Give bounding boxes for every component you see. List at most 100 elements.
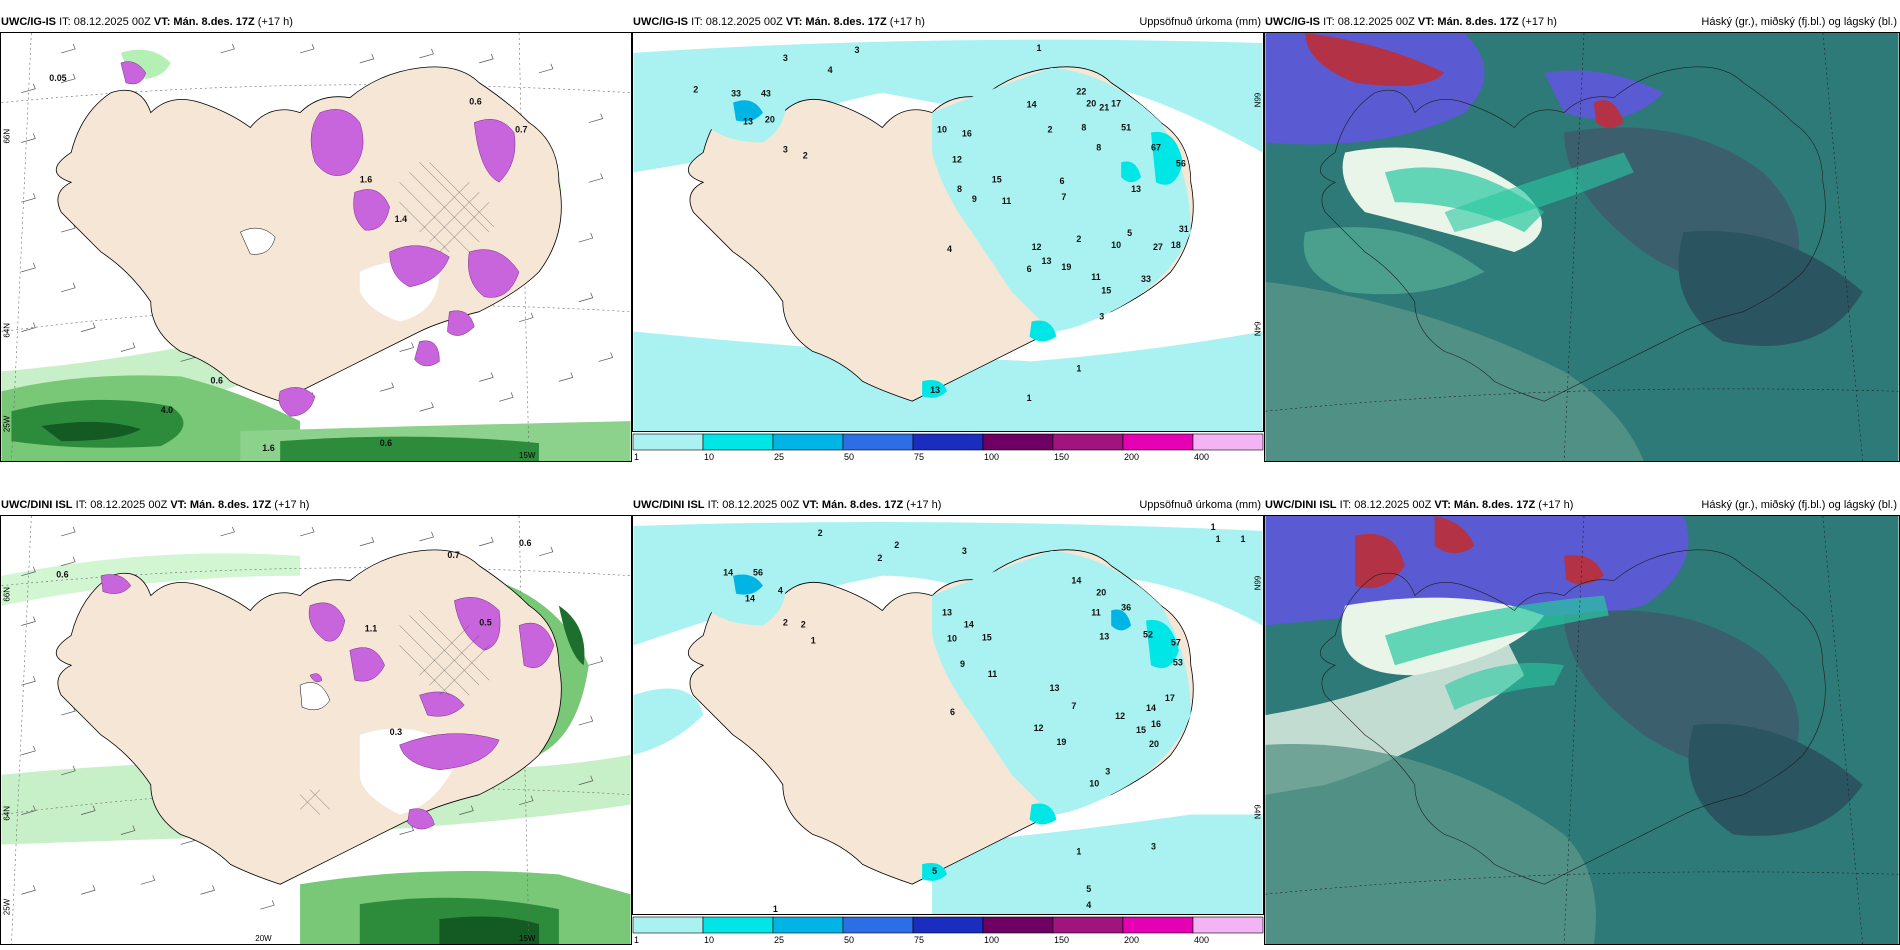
contour-label: 1.1	[365, 623, 377, 633]
panel-title-right: Háský (gr.), miðský (fj.bl.) og lágský (…	[1701, 16, 1897, 28]
colorbar-swatch	[982, 433, 1054, 451]
lon-label: 15W	[519, 934, 536, 943]
precip-value: 11	[988, 669, 997, 679]
precip-value: 11	[1002, 196, 1011, 206]
cloud-map	[1265, 33, 1899, 461]
precip-value: 20	[765, 115, 775, 125]
precip-value: 10	[937, 125, 947, 135]
precip-value: 53	[1173, 657, 1183, 667]
precip-value: 4	[947, 244, 952, 254]
colorbar-tick-label: 150	[1054, 935, 1069, 945]
precip-value: 7	[1071, 701, 1076, 711]
precip-value: 11	[1091, 608, 1100, 618]
precip-value: 4	[778, 586, 783, 596]
init-time: IT: 08.12.2025 00Z	[707, 499, 800, 511]
contour-label: 0.6	[210, 375, 222, 385]
colorbar-swatch	[912, 916, 984, 934]
lat-label: 64N	[1252, 805, 1261, 820]
colorbar-tick-label: 25	[774, 452, 784, 462]
colorbar-tick-label: 25	[774, 935, 784, 945]
colorbar-swatch	[1122, 433, 1194, 451]
precip-value: 12	[952, 154, 962, 164]
precip-map: 2 2 2 3 1 1 1 14 56 14 4 2 2 1 13 14 10 …	[633, 516, 1263, 914]
precip-values: 3 4 2 13 43 20 33 3 2 10 16 12 8 15 9 11…	[693, 43, 1189, 403]
precip-value: 5	[1086, 884, 1091, 894]
precip-value: 33	[731, 89, 741, 99]
contour-label: 0.3	[390, 727, 402, 737]
precip-value: 3	[1151, 841, 1156, 851]
colorbar-swatches	[632, 916, 1264, 934]
precip-value: 13	[1099, 631, 1109, 641]
precip-map: 3 4 2 13 43 20 33 3 2 10 16 12 8 15 9 11…	[633, 33, 1263, 431]
precip-value: 10	[947, 633, 957, 643]
contour-label: 1.6	[262, 443, 274, 453]
precip-value: 8	[1081, 123, 1086, 133]
precip-value: 3	[1099, 312, 1104, 322]
colorbar-tick-label: 75	[914, 935, 924, 945]
colorbar-swatch	[772, 916, 844, 934]
precip-value: 3	[783, 144, 788, 154]
precip-value: 1	[1076, 846, 1081, 856]
precip-value: 15	[1101, 286, 1111, 296]
panel-header: UWC/IG-IS IT: 08.12.2025 00Z VT: Mán. 8.…	[1, 14, 293, 30]
lon-label: 15W	[519, 451, 536, 460]
lat-label: 66N	[1252, 93, 1261, 108]
precip-value: 12	[1034, 723, 1044, 733]
precip-value: 6	[1027, 264, 1032, 274]
colorbar-swatch	[842, 433, 914, 451]
precip-value: 1	[1241, 534, 1246, 544]
precip-value: 13	[1042, 256, 1052, 266]
precip-value: 2	[877, 553, 882, 563]
panel-header: UWC/DINI ISL IT: 08.12.2025 00Z VT: Mán.…	[1265, 497, 1573, 513]
precip-colorbar-row1: 1 10 25 50 75 100 150 200 400	[632, 432, 1264, 462]
init-time: IT: 08.12.2025 00Z	[75, 499, 168, 511]
lat-label: 25W	[2, 898, 11, 915]
lat-label: 64N	[1252, 322, 1261, 337]
precip-value: 14	[1071, 576, 1081, 586]
precip-value: 6	[950, 707, 955, 717]
precip-value: 2	[803, 150, 808, 160]
panel-title-right: Uppsöfnuð úrkoma (mm)	[1139, 499, 1261, 511]
precip-value: 21	[1099, 103, 1109, 113]
precip-value: 13	[1049, 683, 1059, 693]
model-name: UWC/IG-IS	[633, 16, 688, 28]
colorbar-tick-label: 200	[1124, 452, 1139, 462]
colorbar-swatch	[632, 433, 704, 451]
precip-value: 1	[1211, 522, 1216, 532]
contour-label: 0.6	[519, 538, 531, 548]
precip-value: 14	[723, 568, 733, 578]
precip-value: 1	[1216, 534, 1221, 544]
contour-label: 0.7	[447, 550, 459, 560]
model-name: UWC/DINI ISL	[633, 499, 705, 511]
wind-map-panel-row2: UWC/DINI ISL IT: 08.12.2025 00Z VT: Mán.…	[0, 499, 632, 945]
lat-label: 66N	[2, 129, 11, 144]
cloud-map-panel-row2: UWC/DINI ISL IT: 08.12.2025 00Z VT: Mán.…	[1264, 499, 1900, 945]
model-name: UWC/DINI ISL	[1265, 499, 1337, 511]
precip-value: 15	[982, 632, 992, 642]
precip-value: 17	[1111, 99, 1121, 109]
snow-areas	[100, 574, 555, 830]
lat-label: 66N	[2, 587, 11, 602]
precip-value: 3	[783, 53, 788, 63]
colorbar-swatch	[982, 916, 1054, 934]
colorbar-tick-label: 10	[704, 935, 714, 945]
precip-value: 2	[1076, 234, 1081, 244]
colorbar-tick-label: 1	[634, 452, 639, 462]
precip-value: 2	[1048, 125, 1053, 135]
contour-label: 4.0	[161, 405, 173, 415]
colorbar-tick-label: 400	[1194, 452, 1209, 462]
precip-value: 1	[1076, 363, 1081, 373]
colorbar-swatch	[1192, 433, 1264, 451]
panel-header: UWC/IG-IS IT: 08.12.2025 00Z VT: Mán. 8.…	[633, 14, 925, 30]
precip-value: 15	[992, 174, 1002, 184]
precip-value: 20	[1096, 588, 1106, 598]
colorbar-swatch	[1052, 916, 1124, 934]
precip-value: 1	[773, 904, 778, 914]
wind-map: 0.6 0.7 0.6 1.1 0.5 0.3 66N 64N 25W 20W …	[1, 516, 631, 944]
valid-time: VT: Mán. 8.des. 17Z	[1434, 499, 1536, 511]
precip-value: 57	[1171, 637, 1181, 647]
precip-value: 2	[693, 85, 698, 95]
precip-value: 2	[894, 540, 899, 550]
contour-label: 0.05	[49, 73, 66, 83]
precip-value: 15	[1136, 725, 1146, 735]
